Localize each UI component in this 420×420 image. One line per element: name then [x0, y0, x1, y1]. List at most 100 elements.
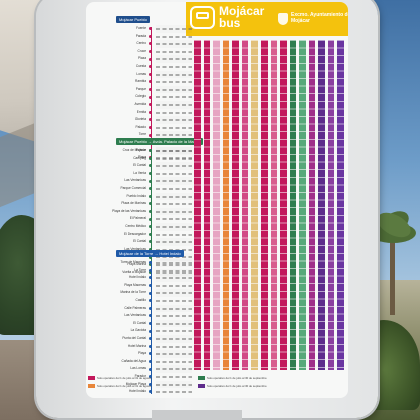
- stop-name: Torre: [88, 131, 152, 139]
- stop-name: Lomas: [88, 71, 152, 79]
- times-row: [156, 365, 192, 373]
- times-row: [156, 274, 192, 282]
- schedule-column: [270, 40, 278, 370]
- stop-name: Centro Médico: [88, 223, 152, 231]
- palm-tree: [366, 205, 418, 315]
- times-row: [156, 154, 192, 163]
- stop-list: Torre de Macenas La Torre Hotel Indalo Play…: [88, 259, 152, 396]
- stop-name: Playa Marina: [88, 261, 152, 269]
- stop-name: Marina de la Torre: [88, 289, 152, 297]
- times-row: [156, 85, 192, 94]
- times-row: [156, 47, 192, 56]
- times-row: [156, 32, 192, 41]
- times-row: [156, 281, 192, 290]
- stop-name: Playa Macenas: [88, 282, 152, 290]
- times-row: [156, 319, 192, 328]
- town-council-label: Excmo. Ayuntamiento de Mojácar: [291, 12, 348, 24]
- stop-name: Cruce: [88, 48, 152, 56]
- stop-name: Parque: [88, 86, 152, 94]
- schedule-column: [299, 40, 306, 370]
- brand-name: Mojácar: [219, 4, 265, 18]
- brand-sub: bus: [219, 16, 241, 30]
- stop-name: Glorieta: [88, 116, 152, 124]
- route-title: Mojácar de la Torre → Hotel Indalo: [116, 250, 184, 257]
- route-line: [151, 149, 153, 275]
- footer-note-text: Solo operativo del 1 de julio al 31 de a…: [97, 376, 152, 380]
- color-swatch: [198, 384, 205, 389]
- stop-name: Parque Comercial: [88, 185, 152, 193]
- stop-name: La Gaviota: [88, 327, 152, 335]
- times-row: [156, 169, 192, 178]
- times-row: [156, 162, 192, 170]
- stop-name: Pueblo Indalo: [88, 193, 152, 201]
- stop-name: Vuelta a Mojácar: [88, 269, 152, 277]
- stop-name: El Cantal: [88, 320, 152, 328]
- times-row: [156, 184, 192, 193]
- stop-name: Avenida: [88, 101, 152, 109]
- color-swatch: [198, 376, 205, 381]
- times-row: [156, 266, 192, 275]
- times-row: [156, 304, 192, 313]
- times-row: [156, 296, 192, 305]
- stop-name: Cuesta: [88, 63, 152, 71]
- schedule-column: [213, 40, 220, 370]
- stop-name: Cruz de Mojácar: [88, 147, 152, 155]
- stop-name: Las Ventanicas: [88, 312, 152, 320]
- times-row: [156, 372, 192, 381]
- stop-name: Hotel Indalo: [88, 274, 152, 282]
- route-title: Mojácar Pueblo: [116, 16, 150, 23]
- schedule-column: [260, 40, 268, 370]
- stop-name: El Cantal: [88, 238, 152, 246]
- stop-name: Palacio: [88, 124, 152, 132]
- color-swatch: [88, 376, 95, 381]
- route-line: [151, 27, 153, 160]
- stop-name: Plaza de Marinas: [88, 200, 152, 208]
- times-row: [156, 200, 192, 208]
- times-row: [156, 192, 192, 201]
- schedule-column: [222, 40, 230, 370]
- schedule-column: [280, 40, 287, 370]
- stop-name: Mojácar Playa: [88, 381, 152, 389]
- stop-name: El Cantal: [88, 162, 152, 170]
- times-row: [156, 207, 192, 216]
- times-row: [156, 215, 192, 223]
- stop-name: Playa: [88, 350, 152, 358]
- times-row: [156, 116, 192, 124]
- footer-note-text: Solo operativo del 1 de julio al 30 de s…: [207, 384, 267, 388]
- stop-name: Fuente: [88, 25, 152, 33]
- times-row: [156, 40, 192, 48]
- times-row: [156, 25, 192, 33]
- times-row: [156, 78, 192, 86]
- stop-list: Fuente Parada Centro Cruce Plaza Cuesta Lomas R…: [88, 25, 152, 162]
- town-seal-icon: [278, 13, 288, 25]
- stop-name: Las Ventanicas: [88, 246, 152, 254]
- stop-name: El Palmeral: [88, 215, 152, 223]
- stop-name: Plaza: [88, 55, 152, 63]
- brand-logo: Mojácar bus: [219, 5, 264, 29]
- times-row: [156, 131, 192, 139]
- footer-note: Solo operativo del 1 de julio al 31 de a…: [88, 376, 152, 381]
- color-swatch: [88, 384, 95, 389]
- times-row: [156, 253, 192, 261]
- brand-header: Mojácar bus Excmo. Ayuntamiento de Mojác…: [186, 2, 348, 36]
- times-row: [156, 245, 192, 254]
- schedule-column: [318, 40, 325, 370]
- schedule-columns: [194, 40, 344, 370]
- times-row: [156, 55, 192, 63]
- times-row: [156, 62, 192, 71]
- times-row: [156, 123, 192, 132]
- times-row: [156, 177, 192, 185]
- times-row: [156, 222, 192, 231]
- times-grid: [156, 259, 192, 396]
- stop-name: Parador: [88, 373, 152, 381]
- sign-post: [152, 410, 242, 420]
- footer-note: Solo operativo del 1 de julio al 31 de a…: [88, 384, 151, 389]
- schedule-column: [251, 40, 258, 370]
- stop-name: Playa de las Ventanicas: [88, 208, 152, 216]
- stop-name: La Torre: [88, 267, 152, 275]
- schedule-column: [194, 40, 201, 370]
- stop-name: Rambla: [88, 78, 152, 86]
- bus-logo-icon: [190, 6, 215, 29]
- times-row: [156, 100, 192, 109]
- schedule-column: [203, 40, 211, 370]
